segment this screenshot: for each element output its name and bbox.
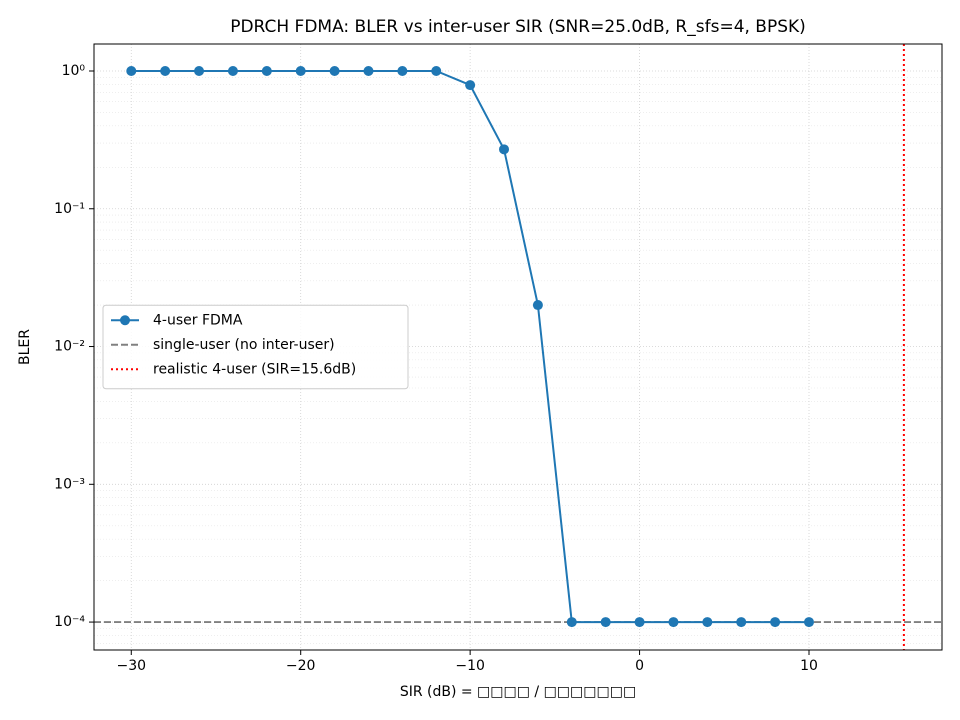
legend-box bbox=[102, 304, 409, 390]
data-point bbox=[397, 65, 408, 76]
data-point bbox=[363, 65, 374, 76]
data-point bbox=[634, 617, 645, 628]
y-tick-label: 10⁻² bbox=[54, 339, 85, 355]
data-point bbox=[261, 65, 272, 76]
data-point bbox=[194, 65, 205, 76]
x-tick-label: −30 bbox=[117, 658, 147, 674]
chart-title: PDRCH FDMA: BLER vs inter-user SIR (SNR=… bbox=[230, 17, 806, 37]
data-point bbox=[702, 617, 713, 628]
data-point bbox=[770, 617, 781, 628]
y-tick-label: 10⁻¹ bbox=[54, 201, 85, 217]
y-tick-label: 10⁻³ bbox=[54, 476, 85, 492]
data-point bbox=[295, 65, 306, 76]
x-tick-label: −10 bbox=[455, 658, 485, 674]
data-point bbox=[736, 617, 747, 628]
data-point bbox=[126, 65, 137, 76]
x-tick-label: −20 bbox=[286, 658, 316, 674]
x-tick-label: 10 bbox=[800, 658, 818, 674]
legend-label: 4-user FDMA bbox=[153, 312, 243, 328]
x-tick-label: 0 bbox=[635, 658, 644, 674]
plot-frame bbox=[93, 43, 943, 651]
data-point bbox=[532, 300, 543, 311]
data-point bbox=[160, 65, 171, 76]
data-point bbox=[329, 65, 340, 76]
data-point bbox=[465, 80, 476, 91]
data-point bbox=[566, 617, 577, 628]
legend-marker bbox=[120, 315, 130, 326]
data-point bbox=[227, 65, 238, 76]
data-point bbox=[668, 617, 679, 628]
y-axis-label: BLER bbox=[17, 329, 33, 365]
y-tick-label: 10⁻⁴ bbox=[54, 614, 85, 630]
x-axis-label: SIR (dB) = □□□□ / □□□□□□□ bbox=[400, 684, 636, 700]
legend-label: realistic 4-user (SIR=15.6dB) bbox=[153, 361, 356, 377]
data-point bbox=[431, 65, 442, 76]
data-point bbox=[499, 144, 510, 155]
y-tick-label: 10⁰ bbox=[62, 63, 86, 79]
data-point bbox=[600, 617, 611, 628]
data-point bbox=[803, 617, 814, 628]
legend-label: single-user (no inter-user) bbox=[153, 337, 335, 353]
